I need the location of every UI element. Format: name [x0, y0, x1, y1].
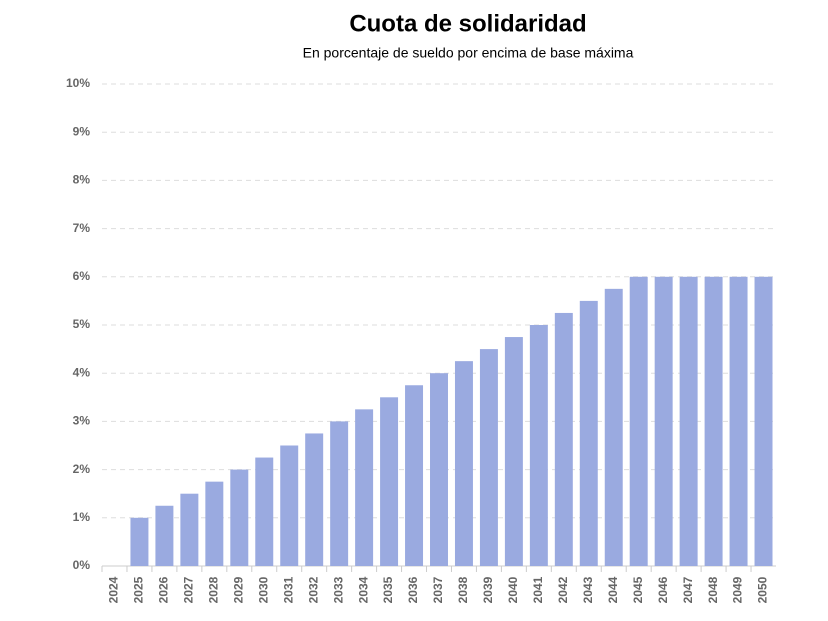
bar: [130, 517, 149, 566]
x-tick-label: 2039: [481, 576, 495, 603]
bar: [405, 385, 424, 566]
x-tick-label: 2046: [656, 576, 670, 603]
y-tick-label: 3%: [73, 414, 91, 428]
x-tick-label: 2031: [281, 576, 295, 603]
bar: [604, 288, 623, 566]
bar: [654, 276, 673, 566]
bar: [454, 361, 473, 566]
x-tick-label: 2044: [606, 576, 620, 603]
bar: [380, 397, 399, 566]
bar: [629, 276, 648, 566]
bar: [579, 300, 598, 566]
bar: [255, 457, 274, 566]
y-tick-label: 5%: [73, 317, 91, 331]
bar: [704, 276, 723, 566]
x-tick-label: 2026: [157, 576, 171, 603]
x-tick-label: 2037: [431, 576, 445, 603]
x-tick-label: 2033: [331, 576, 345, 603]
y-tick-label: 10%: [66, 76, 90, 90]
bar: [230, 469, 249, 566]
x-tick-label: 2028: [207, 576, 221, 603]
bar: [155, 505, 174, 566]
bar: [729, 276, 748, 566]
bar: [554, 312, 573, 566]
x-tick-label: 2027: [182, 576, 196, 603]
x-tick-label: 2034: [356, 576, 370, 603]
x-tick-label: 2040: [506, 576, 520, 603]
x-tick-label: 2036: [406, 576, 420, 603]
bar: [754, 276, 773, 566]
y-tick-label: 1%: [73, 510, 91, 524]
x-tick-label: 2043: [581, 576, 595, 603]
bar: [355, 409, 374, 566]
x-tick-label: 2049: [731, 576, 745, 603]
x-tick-label: 2048: [706, 576, 720, 603]
x-tick-label: 2042: [556, 576, 570, 603]
bar: [280, 445, 299, 566]
bar: [430, 373, 448, 566]
x-tick-label: 2047: [681, 576, 695, 603]
y-tick-label: 7%: [73, 221, 91, 235]
bar: [305, 433, 324, 566]
x-tick-label: 2032: [306, 576, 320, 603]
bar: [330, 421, 349, 566]
x-tick-label: 2025: [132, 576, 146, 603]
bar: [529, 325, 548, 566]
bar: [479, 349, 498, 566]
y-tick-label: 4%: [73, 365, 91, 379]
x-tick-label: 2045: [631, 576, 645, 603]
bar: [180, 493, 199, 566]
y-tick-label: 9%: [73, 124, 91, 138]
x-tick-label: 2035: [381, 576, 395, 603]
x-tick-label: 2050: [756, 576, 770, 603]
bar: [205, 481, 224, 566]
y-tick-label: 8%: [73, 173, 91, 187]
x-tick-label: 2029: [231, 576, 245, 603]
chart-subtitle: En porcentaje de sueldo por encima de ba…: [303, 45, 634, 61]
bar: [679, 276, 698, 566]
x-tick-label: 2041: [531, 576, 545, 603]
y-tick-label: 0%: [73, 558, 91, 572]
y-tick-label: 6%: [73, 269, 91, 283]
x-tick-label: 2024: [107, 576, 121, 603]
x-tick-label: 2038: [456, 576, 470, 603]
bar: [504, 337, 523, 566]
chart-title: Cuota de solidaridad: [349, 10, 586, 37]
y-tick-label: 2%: [73, 462, 91, 476]
x-tick-label: 2030: [256, 576, 270, 603]
